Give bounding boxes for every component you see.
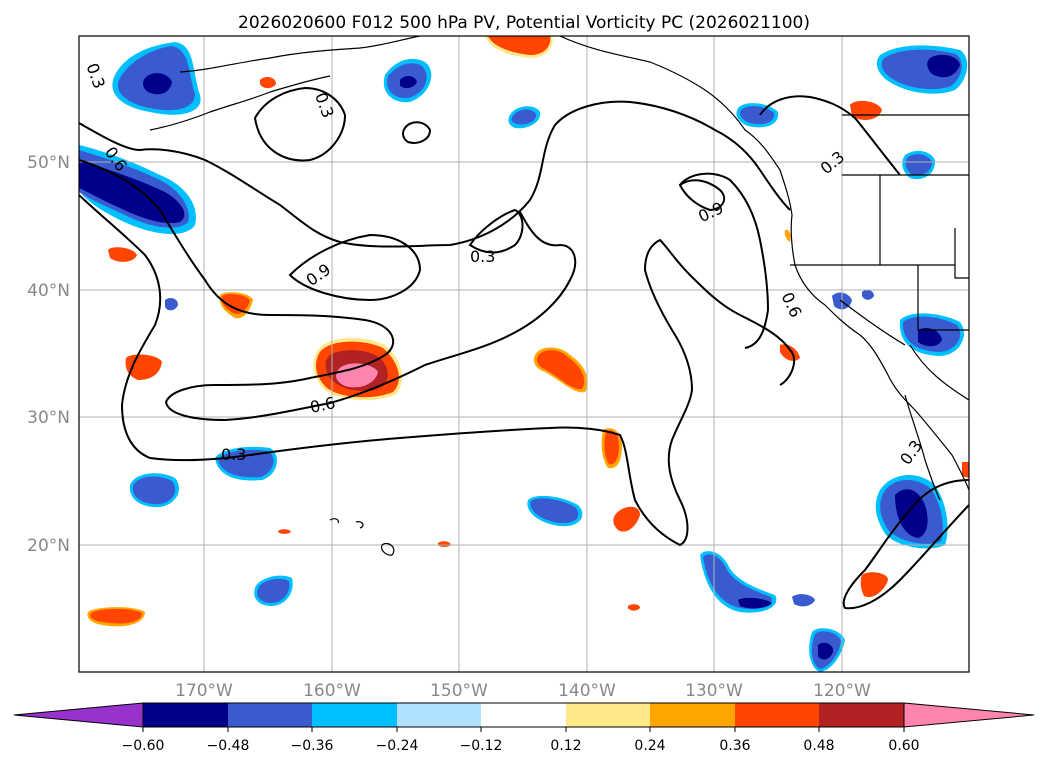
lat-label: 30°N bbox=[27, 408, 70, 428]
lon-label: 160°W bbox=[303, 681, 361, 701]
colorbar-swatch bbox=[143, 703, 228, 727]
lat-label: 50°N bbox=[27, 153, 70, 173]
colorbar-swatch bbox=[650, 703, 735, 727]
colorbar-tick-label: −0.48 bbox=[207, 738, 250, 754]
colorbar-over-arrow bbox=[903, 702, 1035, 728]
contour-0.3-outer bbox=[79, 194, 796, 547]
map-content: 0.3 0.3 0.6 0.9 0.3 0.3 0.9 0.6 0.6 0.3 … bbox=[79, 36, 969, 672]
colorbar-tick-label: 0.24 bbox=[634, 738, 665, 754]
lon-label: 150°W bbox=[430, 681, 488, 701]
map-frame bbox=[78, 35, 970, 673]
map-background bbox=[79, 36, 969, 672]
lon-label: 120°W bbox=[813, 681, 871, 701]
colorbar-swatch bbox=[735, 703, 819, 727]
lat-label: 20°N bbox=[27, 536, 70, 556]
positive-pv-anomalies bbox=[87, 36, 969, 627]
figure-title: 2026020600 F012 500 hPa PV, Potential Vo… bbox=[238, 13, 810, 33]
lon-label: 140°W bbox=[558, 681, 616, 701]
colorbar-tick-label: −0.36 bbox=[291, 738, 334, 754]
colorbar-tick-label: 0.36 bbox=[719, 738, 750, 754]
colorbar-tick-label: −0.12 bbox=[460, 738, 503, 754]
colorbar-tick-label: −0.24 bbox=[376, 738, 419, 754]
lat-label: 40°N bbox=[27, 281, 70, 301]
colorbar-tick-label: 0.12 bbox=[550, 738, 581, 754]
contour-label: 0.6 bbox=[308, 393, 337, 417]
colorbar-swatch bbox=[481, 703, 566, 727]
colorbar-swatch bbox=[819, 703, 904, 727]
colorbar-outline bbox=[142, 702, 905, 728]
colorbar-swatch bbox=[566, 703, 650, 727]
coastlines bbox=[149, 36, 969, 556]
colorbar-tick-label: −0.60 bbox=[122, 738, 165, 754]
colorbar-swatch bbox=[312, 703, 397, 727]
lon-label: 130°W bbox=[685, 681, 743, 701]
colorbar-swatch bbox=[397, 703, 481, 727]
lon-label: 170°W bbox=[175, 681, 233, 701]
colorbar-tick-label: 0.60 bbox=[888, 738, 919, 754]
graticule bbox=[79, 36, 969, 672]
contour-label: 0.3 bbox=[221, 445, 246, 464]
lon-labels: 170°W 160°W 150°W 140°W 130°W 120°W bbox=[175, 681, 871, 701]
colorbar: −0.60 −0.48 −0.36 −0.24 −0.12 0.12 0.24 … bbox=[13, 702, 1035, 754]
colorbar-swatch bbox=[228, 703, 312, 727]
lat-labels: 50°N 40°N 30°N 20°N bbox=[27, 153, 70, 556]
pv-contours bbox=[79, 86, 969, 610]
colorbar-under-arrow bbox=[13, 702, 144, 728]
colorbar-tick-label: 0.48 bbox=[803, 738, 834, 754]
contour-label: 0.3 bbox=[470, 247, 495, 266]
